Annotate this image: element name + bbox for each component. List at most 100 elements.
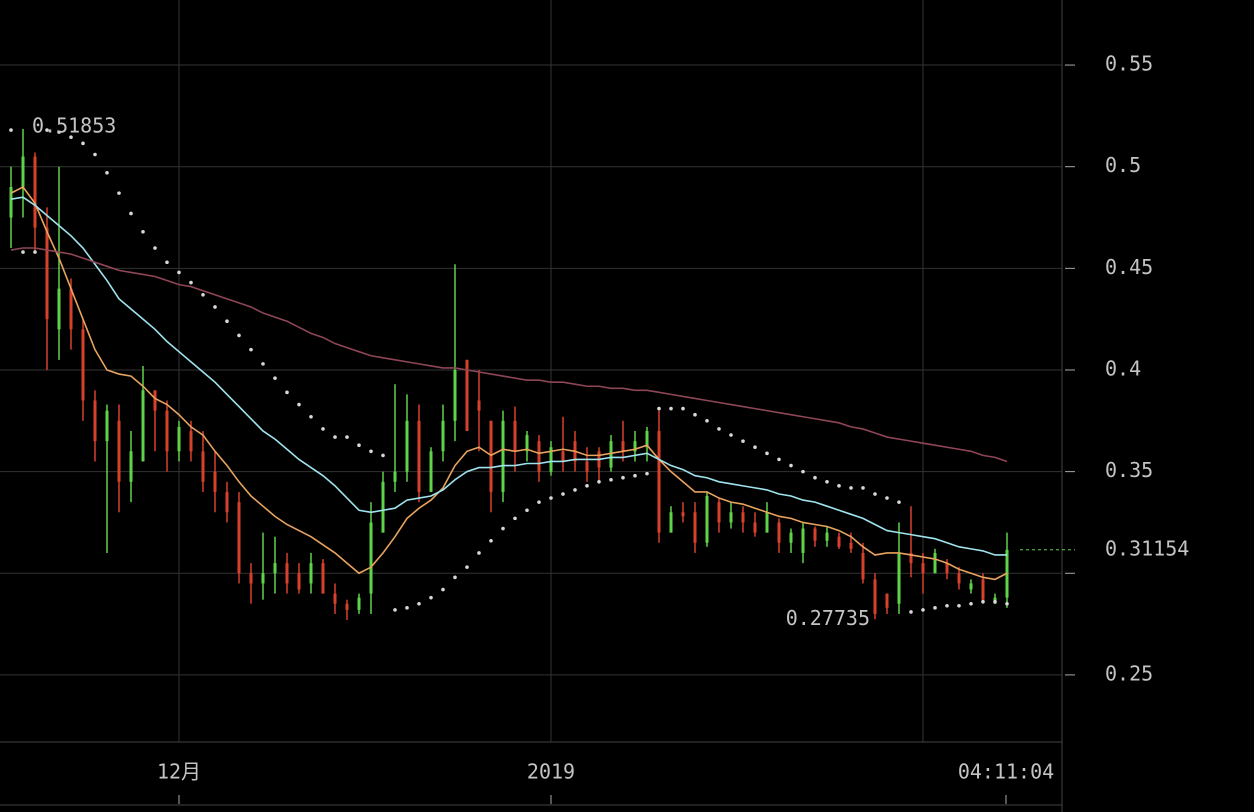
candle-body	[633, 441, 637, 452]
sar-dot	[249, 347, 253, 352]
sar-dot	[549, 496, 553, 500]
sar-dot	[609, 477, 613, 482]
candle-body	[105, 410, 109, 442]
sar-dot	[861, 486, 865, 490]
candle-body	[561, 451, 565, 462]
sar-dot	[45, 128, 49, 132]
sar-dot	[153, 246, 157, 250]
sar-dot	[321, 427, 325, 431]
candle-body	[441, 420, 445, 452]
sar-dot	[357, 443, 361, 448]
candle-body	[933, 552, 937, 574]
candle-body	[981, 579, 985, 600]
sar-dot	[513, 516, 517, 521]
candle-body	[957, 573, 961, 584]
sar-dot	[429, 595, 433, 600]
sar-dot	[645, 471, 649, 476]
candle-body	[357, 597, 361, 610]
candle-body	[513, 420, 517, 452]
sar-dot	[621, 475, 625, 480]
candle-body	[345, 603, 349, 610]
sar-dot	[129, 211, 133, 216]
sar-dot	[945, 603, 949, 608]
sar-dot	[657, 406, 661, 411]
candle-body	[885, 593, 889, 608]
candle-body	[369, 522, 373, 594]
sar-dot	[69, 135, 73, 140]
high-label: 0.51853	[32, 114, 116, 138]
sar-dot	[765, 451, 769, 456]
candle-body	[45, 227, 49, 320]
sar-dot	[537, 500, 541, 504]
sar-dot	[909, 610, 913, 614]
sar-dot	[957, 603, 961, 608]
sar-dot	[237, 333, 241, 338]
candle-body	[153, 390, 157, 411]
sar-dot	[693, 412, 697, 417]
candle-body	[21, 156, 25, 188]
candle-body	[213, 471, 217, 492]
candle-body	[165, 410, 169, 452]
sar-dot	[1005, 601, 1009, 606]
sar-dot	[753, 445, 757, 450]
candle-body	[777, 522, 781, 543]
sar-dot	[201, 292, 205, 297]
sar-dot	[741, 439, 745, 443]
sar-dot	[177, 270, 181, 275]
sar-dot	[969, 601, 973, 606]
candle-body	[405, 420, 409, 472]
candle-body	[309, 563, 313, 584]
candle-body	[621, 441, 625, 452]
y-tick-label: 0.5	[1105, 153, 1141, 177]
sar-dot	[369, 449, 373, 454]
moving-average-line	[10, 186, 1008, 581]
sar-dot	[501, 526, 505, 531]
candle-body	[861, 552, 865, 580]
sar-dot	[213, 305, 217, 309]
candle-body	[9, 187, 13, 218]
x-tick-label: 2019	[527, 760, 575, 784]
sar-dot	[801, 469, 805, 474]
candle-body	[33, 156, 37, 228]
candle-body	[249, 573, 253, 584]
candle-body	[945, 563, 949, 574]
sar-dot	[981, 599, 985, 604]
sar-dot	[717, 427, 721, 431]
candle-body	[261, 573, 265, 584]
sar-dot	[813, 475, 817, 480]
sar-dot	[561, 492, 565, 496]
candle-body	[729, 512, 733, 523]
sar-dot	[57, 130, 61, 134]
candle-body	[549, 447, 553, 472]
sar-dot	[393, 608, 397, 612]
sar-dot	[525, 508, 529, 513]
candle-body	[57, 288, 61, 330]
sar-dot	[825, 479, 829, 484]
sar-dot	[261, 362, 265, 366]
candle-body	[921, 563, 925, 574]
sar-dot	[81, 141, 85, 146]
candle-body	[765, 512, 769, 533]
sar-dot	[849, 486, 853, 490]
candle-body	[717, 502, 721, 523]
candle-body	[129, 451, 133, 482]
candle-body	[753, 522, 757, 533]
candle-body	[645, 430, 649, 448]
sar-dot	[573, 488, 577, 492]
candle-body	[525, 435, 529, 452]
y-tick-label: 0.45	[1105, 255, 1153, 279]
sar-dot	[729, 433, 733, 437]
candle-body	[333, 593, 337, 604]
candle-body	[273, 563, 277, 574]
candle-body	[969, 583, 973, 590]
sar-dot	[273, 376, 277, 380]
sar-dot	[333, 435, 337, 439]
sar-dot	[441, 587, 445, 592]
sar-dot	[873, 492, 877, 496]
sar-dot	[489, 538, 493, 543]
candle-body	[465, 359, 469, 431]
candle-body	[297, 573, 301, 590]
candle-body	[909, 552, 913, 564]
sar-dot	[681, 406, 685, 411]
